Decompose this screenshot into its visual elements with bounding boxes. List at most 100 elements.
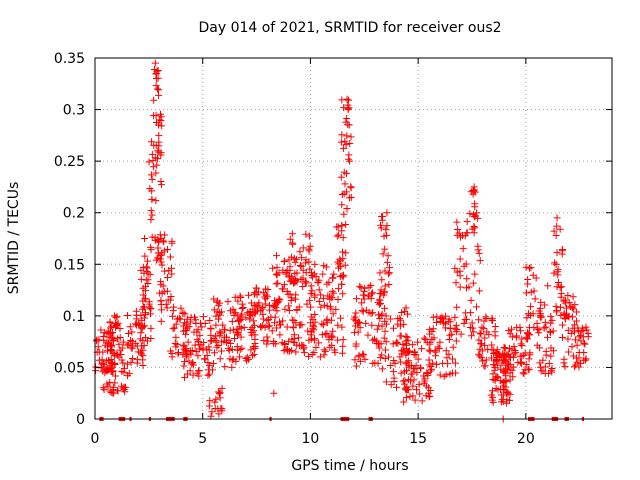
data-point	[225, 346, 233, 354]
data-point	[250, 327, 258, 335]
data-point	[194, 326, 202, 334]
data-point	[378, 216, 386, 224]
data-point	[158, 122, 166, 130]
data-point	[471, 270, 479, 278]
data-point	[517, 359, 525, 367]
data-point	[358, 299, 366, 307]
data-point	[323, 315, 331, 323]
data-point	[385, 281, 393, 289]
data-point	[330, 270, 338, 278]
data-point	[266, 322, 274, 330]
data-point	[281, 341, 289, 349]
data-point	[272, 280, 280, 288]
data-point	[523, 314, 531, 322]
data-point	[383, 222, 391, 230]
data-point	[307, 290, 315, 298]
data-point	[338, 272, 346, 280]
data-point	[127, 344, 135, 352]
data-point	[517, 327, 525, 335]
data-point	[151, 59, 159, 67]
data-point	[475, 316, 483, 324]
data-point	[402, 333, 410, 341]
data-point	[427, 367, 435, 375]
data-point	[200, 313, 208, 321]
data-point	[475, 287, 483, 295]
data-point	[147, 216, 155, 224]
data-point	[308, 328, 316, 336]
data-point	[124, 372, 132, 380]
data-point	[342, 249, 350, 257]
data-point	[399, 341, 407, 349]
data-point	[341, 137, 349, 145]
data-point	[105, 333, 113, 341]
data-point	[118, 356, 126, 364]
data-point	[407, 370, 415, 378]
data-point	[289, 240, 297, 248]
data-point	[517, 340, 525, 348]
data-point	[210, 295, 218, 303]
data-point	[252, 308, 260, 316]
data-point	[488, 396, 496, 404]
data-point	[300, 345, 308, 353]
data-point	[292, 319, 300, 327]
data-point	[343, 132, 351, 140]
data-point	[141, 235, 149, 242]
data-point	[398, 309, 406, 317]
data-point	[312, 344, 320, 352]
data-point	[345, 96, 353, 104]
data-point	[356, 324, 364, 332]
data-point	[316, 353, 324, 361]
y-tick-label: 0.15	[54, 257, 85, 273]
data-point	[307, 331, 315, 339]
data-point	[111, 359, 119, 367]
data-point	[152, 69, 160, 77]
data-point	[145, 158, 153, 166]
data-point	[271, 319, 279, 327]
data-point	[318, 320, 326, 328]
data-point	[327, 333, 335, 341]
data-point	[319, 321, 327, 329]
data-point	[478, 323, 486, 331]
data-point	[378, 322, 386, 330]
data-point	[127, 358, 135, 366]
data-point	[302, 230, 310, 238]
data-point	[452, 321, 460, 329]
data-point	[526, 351, 534, 359]
data-point	[500, 377, 508, 385]
data-point	[264, 323, 272, 331]
data-point	[170, 324, 178, 332]
data-point	[194, 352, 202, 360]
data-point	[469, 279, 477, 287]
data-point	[129, 355, 137, 363]
data-point	[572, 361, 580, 369]
data-point	[531, 295, 539, 303]
data-point	[337, 138, 345, 146]
data-point	[380, 291, 388, 299]
data-point	[385, 270, 393, 278]
data-point	[273, 324, 281, 332]
data-point	[381, 354, 389, 362]
data-point	[368, 321, 376, 329]
data-point	[157, 258, 165, 266]
data-point	[320, 351, 328, 359]
data-point	[473, 209, 481, 217]
data-points	[92, 59, 592, 423]
data-point	[281, 305, 289, 313]
data-point	[228, 363, 236, 371]
data-point	[213, 298, 221, 306]
data-point	[250, 317, 258, 325]
data-point	[342, 170, 350, 178]
data-point	[309, 325, 317, 333]
data-point	[258, 305, 266, 313]
data-point	[116, 346, 124, 354]
data-point	[400, 320, 408, 328]
data-point	[472, 303, 480, 311]
data-point	[424, 371, 432, 379]
data-point	[315, 339, 323, 347]
data-point	[310, 349, 318, 357]
data-point	[377, 224, 385, 232]
data-point	[288, 230, 296, 238]
data-point	[564, 326, 572, 334]
data-point	[361, 284, 369, 292]
